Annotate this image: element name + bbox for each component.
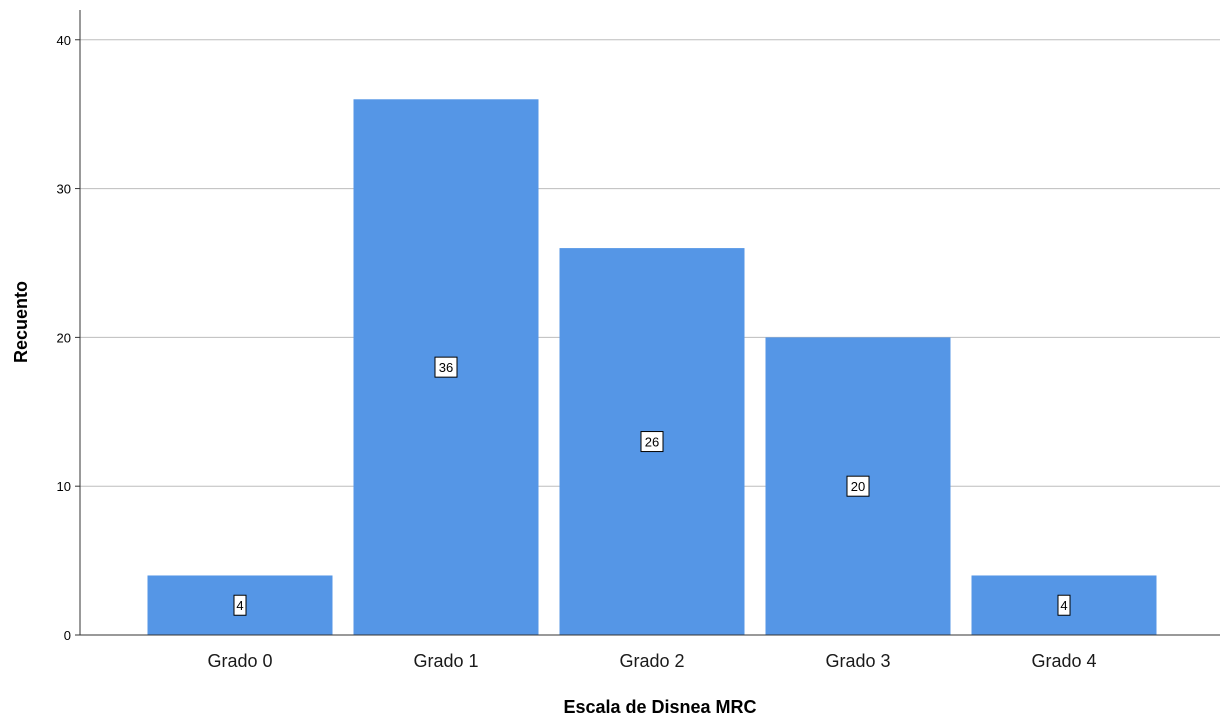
data-label-text: 26 bbox=[645, 435, 659, 450]
y-tick-label: 0 bbox=[64, 628, 71, 643]
x-tick-label: Grado 4 bbox=[1031, 651, 1096, 671]
data-label-box bbox=[640, 431, 664, 453]
x-tick-label: Grado 0 bbox=[207, 651, 272, 671]
y-tick-label: 20 bbox=[57, 330, 71, 345]
y-tick-label: 30 bbox=[57, 182, 71, 197]
x-tick-label: Grado 2 bbox=[619, 651, 684, 671]
data-label: 26 bbox=[640, 431, 664, 453]
y-tick-labels: 0 10 20 30 40 bbox=[57, 33, 80, 643]
y-tick-label: 40 bbox=[57, 33, 71, 48]
data-label-box bbox=[846, 475, 870, 497]
x-axis-title: Escala de Disnea MRC bbox=[563, 697, 756, 717]
y-tick-label: 10 bbox=[57, 479, 71, 494]
bars bbox=[147, 99, 1157, 636]
data-label-text: 4 bbox=[1060, 598, 1067, 613]
data-label-box bbox=[434, 356, 458, 378]
x-tick-label: Grado 3 bbox=[825, 651, 890, 671]
data-label: 4 bbox=[1057, 594, 1071, 616]
axes bbox=[79, 10, 1220, 636]
x-tick-label: Grado 1 bbox=[413, 651, 478, 671]
data-label-box bbox=[1057, 594, 1071, 616]
data-label: 4 bbox=[233, 594, 247, 616]
data-label-box bbox=[233, 594, 247, 616]
data-label: 20 bbox=[846, 475, 870, 497]
data-label-text: 4 bbox=[236, 598, 243, 613]
data-label-text: 36 bbox=[439, 360, 453, 375]
y-axis-title: Recuento bbox=[11, 281, 31, 363]
data-labels: 4 36 26 20 4 bbox=[233, 356, 1071, 616]
x-tick-labels: Grado 0 Grado 1 Grado 2 Grado 3 Grado 4 bbox=[207, 651, 1096, 671]
data-label: 36 bbox=[434, 356, 458, 378]
data-label-text: 20 bbox=[851, 479, 865, 494]
